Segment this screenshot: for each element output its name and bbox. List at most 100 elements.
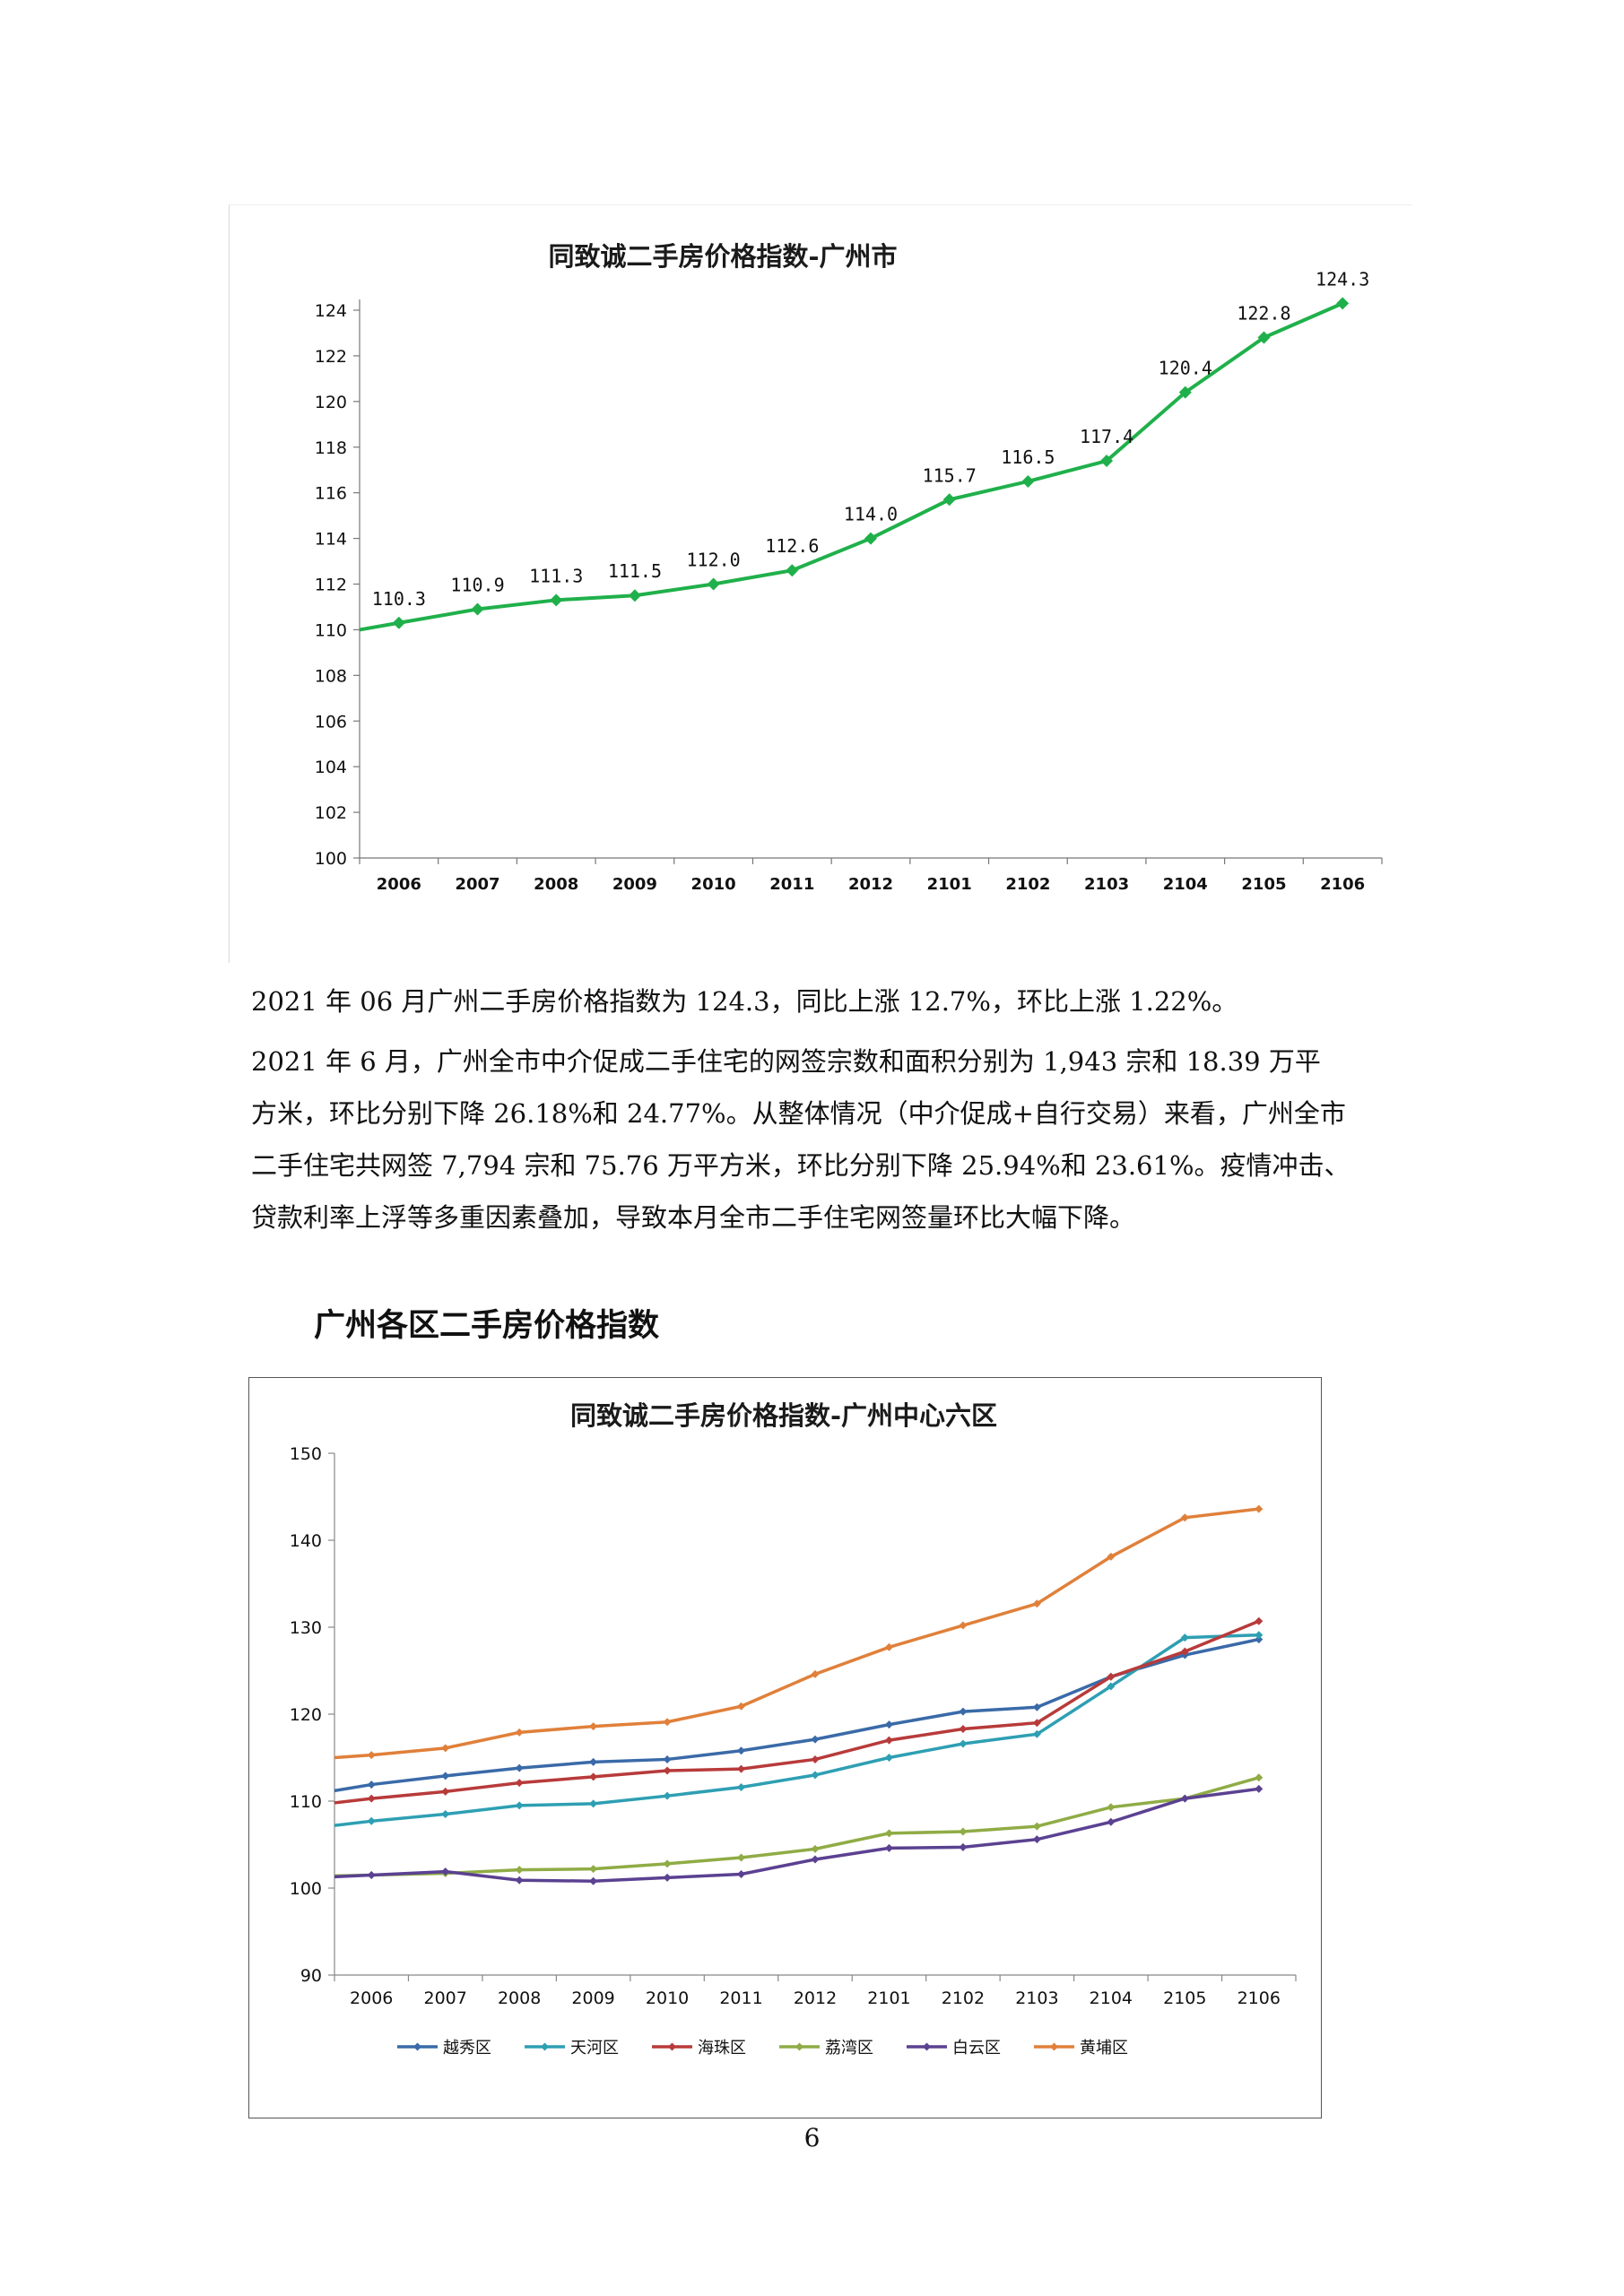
- x-tick-label: 2010: [691, 875, 736, 894]
- legend-label: 天河区: [570, 2039, 619, 2058]
- x-tick-label: 2102: [942, 1988, 985, 2008]
- data-label: 122.8: [1237, 303, 1290, 325]
- chart-guangzhou-city: 同致诚二手房价格指数-广州市 100 102 104 106 108 110 112 114 11…: [229, 204, 1411, 963]
- data-point: [1336, 297, 1350, 310]
- x-tick-label: 2006: [377, 875, 421, 894]
- legend-label: 越秀区: [443, 2039, 491, 2058]
- x-tick-label: 2105: [1241, 875, 1286, 894]
- data-point: [884, 1843, 893, 1852]
- data-label: 111.3: [529, 565, 583, 586]
- data-point: [1032, 1729, 1041, 1738]
- data-point: [663, 1766, 672, 1775]
- chart-guangzhou-districts: 同致诚二手房价格指数-广州中心六区 90 100 110 120 130 140 150 200…: [248, 1377, 1322, 2118]
- data-point: [663, 1718, 672, 1727]
- series-line: [334, 1633, 1259, 1827]
- data-point: [884, 1829, 893, 1838]
- series-line: [334, 1787, 1259, 1883]
- series-2: [334, 1631, 1264, 1827]
- data-point: [367, 1780, 376, 1789]
- data-point: [1032, 1599, 1041, 1608]
- data-point: [1257, 331, 1271, 344]
- data-point: [737, 1702, 746, 1711]
- data-point: [367, 1870, 376, 1879]
- legend-label: 荔湾区: [825, 2039, 873, 2058]
- data-point: [441, 1744, 450, 1753]
- y-tick-label: 118: [315, 438, 347, 458]
- data-point: [589, 1757, 598, 1766]
- data-point: [786, 564, 799, 577]
- summary-paragraph: 2021 年 06 月广州二手房价格指数为 124.3，同比上涨 12.7%，环…: [251, 975, 1399, 1027]
- data-point: [663, 1873, 672, 1882]
- y-tick-label: 114: [315, 530, 347, 550]
- data-point: [1100, 455, 1114, 468]
- series-line: [359, 301, 1343, 632]
- x-tick-label: 2012: [794, 1988, 837, 2008]
- legend-label: 白云区: [952, 2039, 1001, 2058]
- data-point: [942, 493, 956, 507]
- data-label: 112.6: [765, 535, 819, 557]
- y-tick-label: 130: [290, 1618, 322, 1638]
- x-tick-label: 2006: [350, 1988, 393, 2008]
- x-tick-label: 2007: [424, 1988, 467, 2008]
- x-tick-label: 2007: [455, 875, 499, 894]
- data-label: 110.3: [372, 588, 426, 610]
- data-point: [550, 593, 563, 607]
- x-tick-label: 2102: [1005, 875, 1050, 894]
- y-tick-label: 150: [290, 1444, 322, 1464]
- data-point: [1032, 1835, 1041, 1844]
- data-label: 114.0: [844, 504, 898, 525]
- data-point: [367, 1794, 376, 1803]
- y-tick-label: 140: [290, 1531, 322, 1551]
- data-point: [737, 1746, 746, 1755]
- x-tick-label: 2011: [719, 1988, 762, 2008]
- data-point: [1255, 1635, 1264, 1644]
- data-point: [1107, 1803, 1116, 1812]
- x-tick-label: 2104: [1163, 875, 1208, 894]
- x-tick-label: 2008: [534, 875, 578, 894]
- y-tick-label: 106: [315, 712, 347, 732]
- y-tick-label: 110: [290, 1792, 322, 1812]
- series-1: [334, 1635, 1264, 1793]
- data-label: 120.4: [1159, 358, 1212, 379]
- data-point: [1255, 1504, 1264, 1513]
- x-tick-label: 2101: [867, 1988, 910, 2008]
- data-label: 111.5: [608, 560, 662, 582]
- data-label: 115.7: [923, 464, 977, 486]
- x-tick-label: 2009: [612, 875, 657, 894]
- series-line: [334, 1776, 1260, 1878]
- data-point: [1178, 386, 1192, 399]
- data-point: [367, 1816, 376, 1825]
- data-point: [441, 1810, 450, 1819]
- y-tick-label: 100: [315, 849, 347, 869]
- data-point: [1255, 1773, 1264, 1782]
- data-point: [959, 1739, 968, 1748]
- chart-title: 同致诚二手房价格指数-广州中心六区: [570, 1400, 997, 1431]
- transaction-line-1: 2021 年 6 月，广州全市中介促成二手住宅的网签宗数和面积分别为 1,943…: [251, 1046, 1321, 1077]
- x-tick-label: 2106: [1320, 875, 1365, 894]
- x-tick-label: 2105: [1163, 1988, 1206, 2008]
- summary-line: 2021 年 06 月广州二手房价格指数为 124.3，同比上涨 12.7%，环…: [251, 986, 1238, 1017]
- legend-marker: [541, 2042, 549, 2051]
- data-point: [884, 1642, 893, 1651]
- data-point: [959, 1621, 968, 1630]
- data-point: [589, 1722, 598, 1731]
- data-point: [589, 1865, 598, 1874]
- chart-title: 同致诚二手房价格指数-广州市: [548, 241, 897, 272]
- y-tick-label: 120: [315, 393, 347, 412]
- data-point: [811, 1669, 820, 1678]
- series-line: [334, 1507, 1259, 1760]
- data-point: [707, 577, 720, 591]
- data-point: [1180, 1513, 1189, 1522]
- y-tick-label: 112: [315, 576, 347, 595]
- data-point: [1180, 1647, 1189, 1656]
- data-point: [811, 1754, 820, 1763]
- legend-marker: [668, 2042, 676, 2051]
- data-point: [1032, 1703, 1041, 1711]
- data-point: [1107, 1682, 1116, 1691]
- data-point: [1032, 1822, 1041, 1831]
- data-label: 112.0: [687, 550, 741, 571]
- series-5: [334, 1784, 1264, 1885]
- transaction-line-2: 方米，环比分别下降 26.18%和 24.77%。从整体情况（中介促成+自行交易…: [251, 1098, 1346, 1129]
- data-point: [1107, 1552, 1116, 1561]
- page-number: 6: [803, 2123, 821, 2153]
